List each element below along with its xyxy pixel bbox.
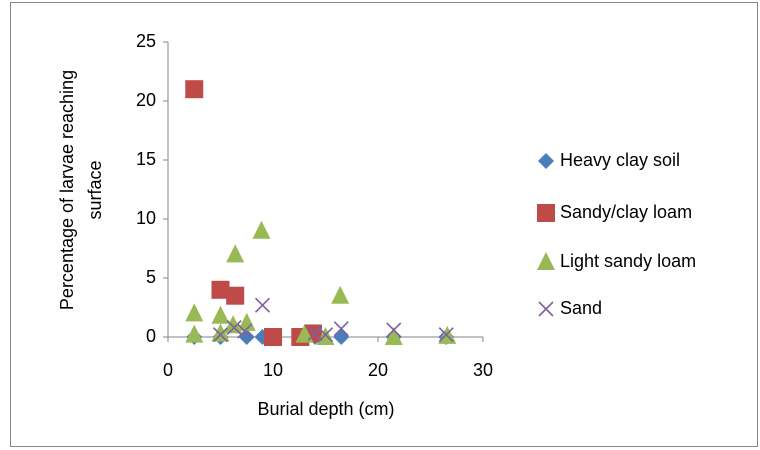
- y-axis-title: surface: [85, 160, 105, 219]
- legend-marker: [537, 204, 555, 222]
- y-tick-label: 15: [136, 149, 156, 169]
- point: [212, 327, 229, 343]
- legend-marker: [537, 252, 555, 270]
- point: [295, 324, 314, 343]
- point: [224, 315, 243, 334]
- point: [226, 286, 245, 305]
- point: [384, 327, 403, 345]
- x-tick-label: 30: [473, 360, 493, 380]
- y-axis-title: Percentage of larvae reaching: [57, 70, 77, 310]
- point: [211, 323, 230, 342]
- y-tick-label: 0: [146, 326, 156, 346]
- point: [438, 327, 454, 343]
- x-tick-label: 0: [163, 360, 173, 380]
- legend-label: Light sandy loam: [560, 251, 696, 271]
- y-tick-label: 20: [136, 90, 156, 110]
- point: [386, 322, 402, 338]
- point: [254, 297, 271, 313]
- chart-frame: [10, 2, 758, 447]
- point: [252, 220, 271, 239]
- point: [264, 328, 282, 346]
- x-tick-label: 20: [368, 360, 388, 380]
- point: [237, 312, 256, 331]
- x-axis-title: Burial depth (cm): [257, 399, 394, 419]
- point: [333, 321, 349, 337]
- legend-label: Sandy/clay loam: [560, 202, 692, 222]
- point: [185, 303, 204, 322]
- legend-label: Heavy clay soil: [560, 150, 680, 170]
- legend-label: Sand: [560, 298, 602, 318]
- point: [317, 327, 334, 343]
- point: [226, 319, 242, 336]
- point: [185, 324, 204, 343]
- point: [211, 305, 230, 324]
- legend-marker: [538, 153, 554, 169]
- y-tick-label: 10: [136, 208, 156, 228]
- x-tick-label: 10: [263, 360, 283, 380]
- point: [226, 244, 245, 263]
- legend-marker: [538, 301, 554, 317]
- point: [185, 80, 204, 99]
- point: [237, 323, 253, 339]
- y-tick-label: 25: [136, 31, 156, 51]
- point: [331, 285, 350, 304]
- point: [333, 329, 350, 345]
- point: [211, 280, 230, 299]
- y-tick-label: 5: [146, 267, 156, 287]
